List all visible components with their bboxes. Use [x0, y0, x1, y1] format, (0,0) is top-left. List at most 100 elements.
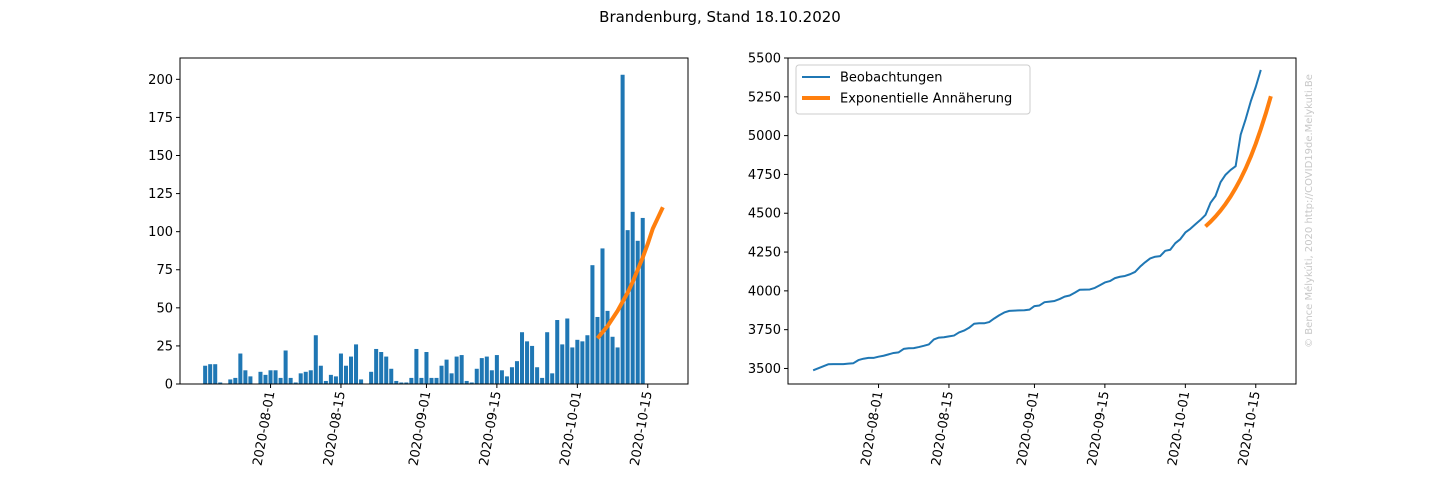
y-tick-label: 4000 — [748, 284, 781, 299]
bar — [243, 370, 248, 384]
y-tick-label: 25 — [156, 339, 173, 354]
bar — [540, 377, 545, 384]
legend-label: Exponentielle Annäherung — [840, 92, 1012, 107]
bar — [520, 332, 525, 384]
bar — [278, 377, 283, 384]
bar — [605, 310, 610, 384]
bar — [338, 353, 343, 384]
y-tick-label: 50 — [156, 301, 173, 316]
y-tick-label: 5500 — [748, 52, 781, 67]
y-tick-label: 150 — [148, 149, 173, 164]
plot-frame-right — [787, 57, 1297, 385]
y-tick-label: 175 — [148, 111, 173, 126]
bar — [409, 377, 414, 384]
bar — [474, 368, 479, 384]
plot-frame-left — [179, 57, 689, 385]
bar — [333, 376, 338, 384]
bar — [550, 373, 555, 384]
bar — [384, 356, 389, 384]
bar — [469, 382, 474, 384]
bar — [263, 374, 268, 384]
bar — [610, 336, 615, 384]
bar — [288, 377, 293, 384]
bar — [379, 352, 384, 384]
y-tick-label: 3750 — [748, 323, 781, 338]
bar — [298, 373, 303, 384]
bar — [499, 370, 504, 384]
bar — [404, 382, 409, 384]
bar — [434, 377, 439, 384]
bar — [575, 339, 580, 384]
bar — [514, 361, 519, 384]
y-tick-label: 3500 — [748, 362, 781, 377]
bar — [570, 347, 575, 384]
bar — [273, 370, 278, 384]
bar — [525, 341, 530, 384]
y-tick-label: 125 — [148, 187, 173, 202]
y-tick-label: 100 — [148, 225, 173, 240]
bar — [560, 344, 565, 384]
bar — [218, 382, 223, 384]
bar — [369, 371, 374, 384]
bar — [464, 380, 469, 384]
bar — [213, 364, 218, 384]
y-tick-label: 5250 — [748, 90, 781, 105]
bar — [504, 376, 509, 384]
bar — [449, 373, 454, 384]
bar — [238, 353, 243, 384]
bar — [268, 370, 273, 384]
bar — [545, 332, 550, 384]
bar — [308, 370, 313, 384]
fit-line-left — [595, 206, 665, 340]
bar — [494, 355, 499, 384]
bar — [429, 377, 434, 384]
bar — [635, 240, 640, 384]
bar — [233, 377, 238, 384]
bar — [479, 358, 484, 384]
bar — [580, 341, 585, 384]
bar — [454, 356, 459, 384]
bar — [359, 379, 364, 384]
fit-line-right — [1204, 95, 1273, 228]
bar — [630, 211, 635, 384]
bar — [389, 368, 394, 384]
bar — [374, 348, 379, 384]
bar — [509, 367, 514, 384]
bar — [530, 345, 535, 384]
bar — [414, 348, 419, 384]
y-tick-label: 4250 — [748, 246, 781, 261]
bar — [444, 359, 449, 384]
y-tick-label: 75 — [156, 263, 173, 278]
figure-title: Brandenburg, Stand 18.10.2020 — [599, 8, 841, 26]
legend-box — [795, 64, 1031, 115]
bar — [293, 382, 298, 384]
legend-label: Beobachtungen — [840, 71, 943, 86]
bar — [303, 371, 308, 384]
bar — [283, 350, 288, 384]
bar — [640, 217, 645, 384]
bar — [203, 365, 208, 384]
bar — [600, 248, 605, 384]
bar — [615, 347, 620, 384]
bar — [248, 376, 253, 384]
bar — [399, 382, 404, 384]
bar — [424, 352, 429, 384]
bar — [625, 230, 630, 384]
bar — [459, 355, 464, 384]
bar — [565, 318, 570, 384]
bar — [313, 335, 318, 384]
y-tick-label: 5000 — [748, 129, 781, 144]
watermark: © Bence Mélykúti, 2020 http://COVID19de.… — [1303, 74, 1315, 348]
bar — [489, 370, 494, 384]
bar — [328, 374, 333, 384]
bar — [343, 365, 348, 384]
y-tick-label: 0 — [165, 378, 173, 393]
bar — [394, 380, 399, 384]
bar — [484, 356, 489, 384]
bar — [208, 364, 213, 384]
bar — [620, 74, 625, 384]
bar — [585, 335, 590, 384]
bar — [590, 265, 595, 384]
